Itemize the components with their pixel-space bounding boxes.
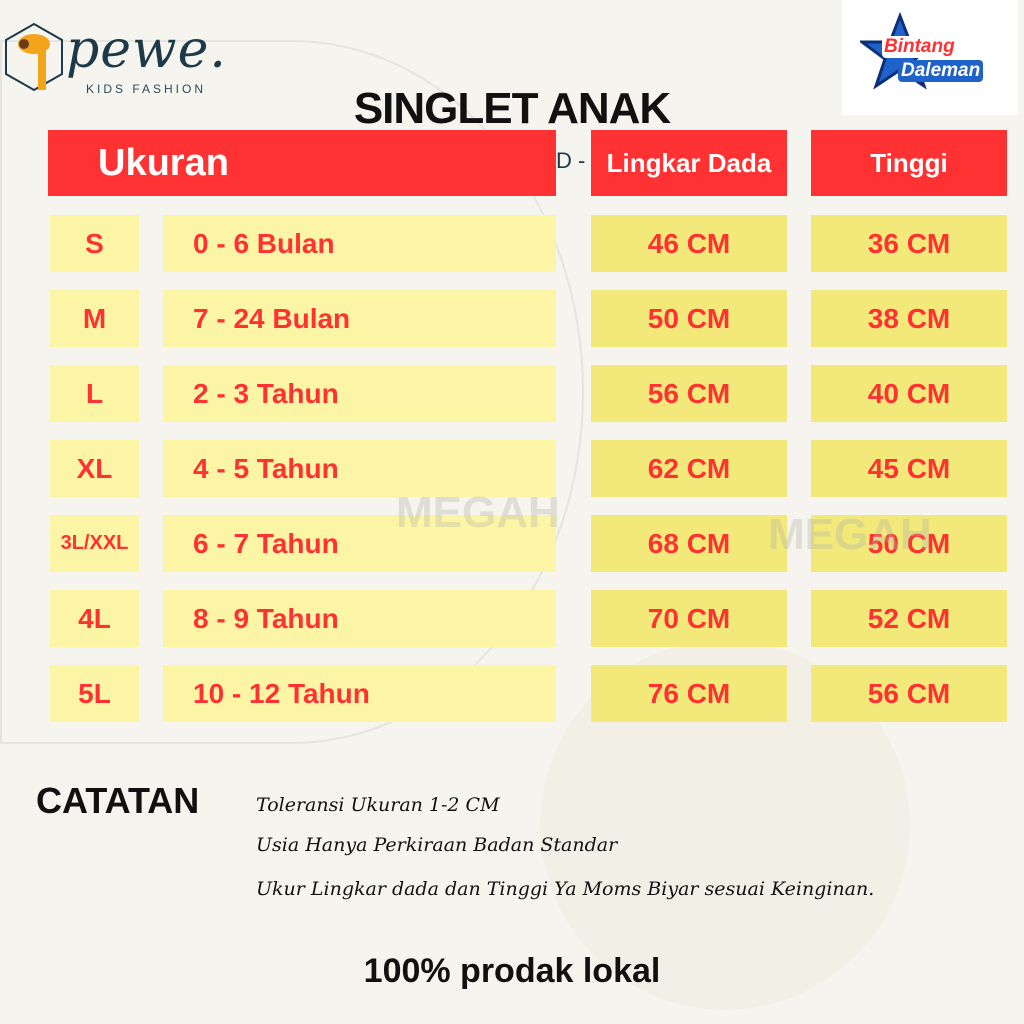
note-line: Toleransi Ukuran 1-2 CM: [256, 794, 500, 816]
age-cell: 6 - 7 Tahun: [163, 515, 556, 572]
height-cell: 38 CM: [811, 290, 1007, 347]
header-height: Tinggi: [811, 130, 1007, 196]
header-fragment: D -: [556, 148, 586, 173]
giraffe-logo-icon: [5, 22, 63, 92]
size-cell: L: [50, 365, 139, 422]
size-cell: 5L: [50, 665, 139, 722]
size-cell: M: [50, 290, 139, 347]
footer-text: 100% prodak lokal: [363, 952, 661, 990]
age-cell: 8 - 9 Tahun: [163, 590, 556, 647]
notes-label: CATATAN: [36, 780, 200, 821]
brand-logo-text: pewe.: [66, 20, 227, 80]
height-cell: 36 CM: [811, 215, 1007, 272]
chest-cell: 70 CM: [591, 590, 787, 647]
brand-logo-line1: Bintang: [882, 36, 957, 58]
age-cell: 10 - 12 Tahun: [163, 665, 556, 722]
height-cell: 45 CM: [811, 440, 1007, 497]
height-cell: 50 CM: [811, 515, 1007, 572]
page-title: SINGLET ANAK: [353, 84, 671, 133]
bintang-daleman-logo: Bintang Daleman: [842, 0, 1018, 115]
note-line: Ukur Lingkar dada dan Tinggi Ya Moms Biy…: [256, 878, 875, 900]
size-cell: S: [50, 215, 139, 272]
chest-cell: 68 CM: [591, 515, 787, 572]
note-line: Usia Hanya Perkiraan Badan Standar: [256, 834, 618, 856]
age-cell: 0 - 6 Bulan: [163, 215, 556, 272]
header-size: Ukuran: [48, 130, 556, 196]
chest-cell: 50 CM: [591, 290, 787, 347]
brand-tagline: KIDS FASHION: [86, 82, 207, 96]
chest-cell: 76 CM: [591, 665, 787, 722]
chest-cell: 62 CM: [591, 440, 787, 497]
header-chest: Lingkar Dada: [591, 130, 787, 196]
height-cell: 40 CM: [811, 365, 1007, 422]
age-cell: 4 - 5 Tahun: [163, 440, 556, 497]
chest-cell: 56 CM: [591, 365, 787, 422]
watermark: MEGAH: [768, 510, 932, 559]
background-decoration: [0, 40, 584, 744]
age-cell: 7 - 24 Bulan: [163, 290, 556, 347]
watermark: MEGAH: [396, 488, 560, 537]
age-cell: 2 - 3 Tahun: [163, 365, 556, 422]
size-cell: 4L: [50, 590, 139, 647]
size-cell: 3L/XXL: [50, 515, 139, 572]
size-cell: XL: [50, 440, 139, 497]
chest-cell: 46 CM: [591, 215, 787, 272]
brand-logo-line2: Daleman: [898, 60, 984, 82]
height-cell: 52 CM: [811, 590, 1007, 647]
height-cell: 56 CM: [811, 665, 1007, 722]
